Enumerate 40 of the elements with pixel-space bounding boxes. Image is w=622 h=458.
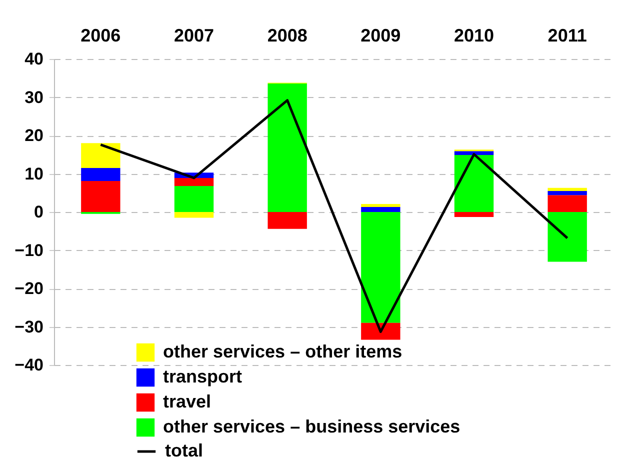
bar <box>548 195 587 212</box>
bar <box>174 178 214 186</box>
y-tick-label: −10 <box>14 240 44 260</box>
x-tick-label: 2009 <box>360 26 401 46</box>
legend-label: other services – business services <box>163 416 460 436</box>
y-tick-label: 30 <box>24 88 44 107</box>
y-tick-label: −20 <box>14 279 44 298</box>
x-tick-label: 2006 <box>80 26 121 46</box>
legend-label: total <box>165 440 203 458</box>
bar <box>548 188 587 191</box>
legend-label: travel <box>163 392 212 412</box>
bar <box>454 155 494 212</box>
bar <box>174 186 214 212</box>
bar <box>81 168 120 182</box>
bar <box>361 322 400 340</box>
y-tick-label: −30 <box>14 317 44 336</box>
bar <box>548 212 587 262</box>
y-tick-label: 10 <box>24 164 44 184</box>
x-tick-label: 2007 <box>174 26 214 46</box>
bar <box>268 212 307 229</box>
line-series <box>99 99 569 333</box>
y-tick-label: 0 <box>34 202 44 222</box>
y-tick-label: −40 <box>14 356 44 374</box>
bar <box>81 143 120 168</box>
bar <box>454 151 494 156</box>
bar <box>548 190 587 196</box>
bar <box>268 83 307 212</box>
x-tick-label: 2008 <box>267 26 308 46</box>
x-tick-label: 2011 <box>548 26 587 46</box>
bar <box>361 204 400 208</box>
bar <box>81 181 120 212</box>
bar <box>174 212 214 218</box>
legend-label: other services – other items <box>163 342 402 362</box>
y-tick-label: 20 <box>24 126 44 145</box>
x-tick-label: 2010 <box>454 26 494 46</box>
bar <box>361 207 400 212</box>
bar <box>361 212 400 323</box>
legend-label: transport <box>163 366 242 386</box>
y-tick-label: 40 <box>24 50 44 68</box>
bar <box>454 212 494 217</box>
